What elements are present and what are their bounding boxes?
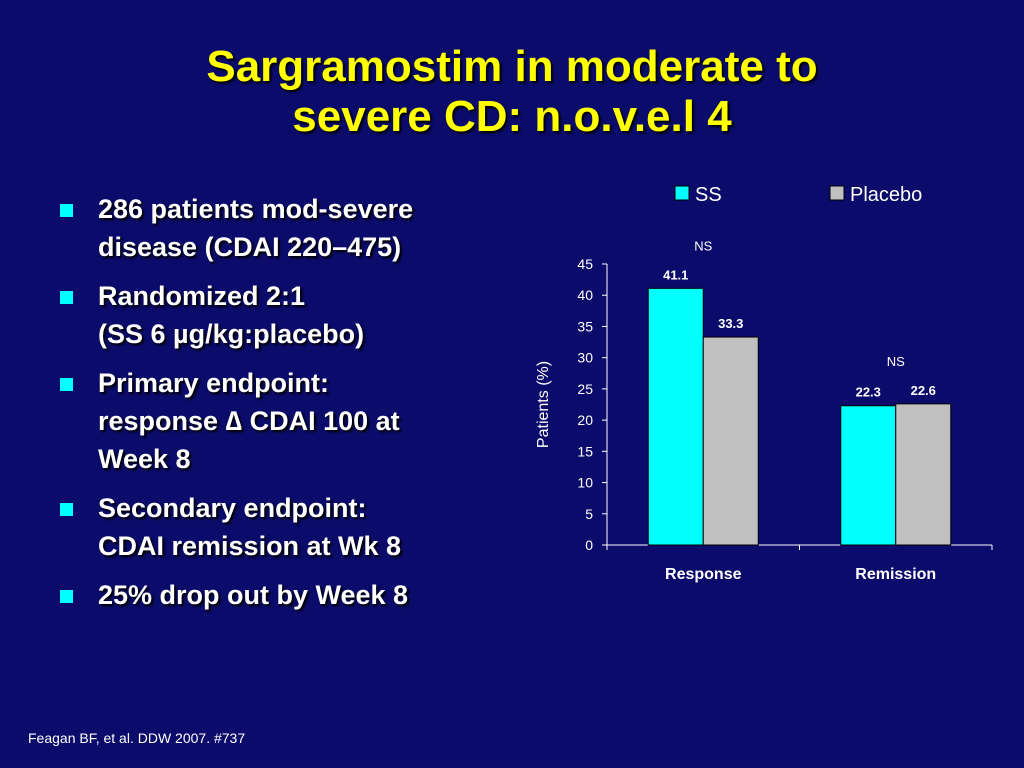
significance-label: NS bbox=[694, 238, 712, 253]
bullet-item: Secondary endpoint: CDAI remission at Wk… bbox=[58, 489, 528, 565]
bullet-item: 286 patients mod-severe disease (CDAI 22… bbox=[58, 190, 528, 266]
bullet-text: Secondary endpoint: CDAI remission at Wk… bbox=[98, 493, 402, 561]
legend-swatch-ss bbox=[674, 185, 690, 201]
bar-chart: SS Placebo Patients (%) 0 5 10 15 20 25 30 35 40 45 4… bbox=[535, 184, 993, 583]
y-tick-label: 35 bbox=[577, 318, 593, 334]
bullet-square-icon bbox=[60, 503, 73, 516]
y-tick-label: 40 bbox=[577, 287, 593, 303]
bullet-list: 286 patients mod-severe disease (CDAI 22… bbox=[58, 190, 528, 625]
y-tick-label: 45 bbox=[577, 256, 593, 272]
y-axis-title: Patients (%) bbox=[535, 361, 552, 448]
bullet-square-icon bbox=[60, 291, 73, 304]
y-tick-label: 0 bbox=[585, 537, 593, 553]
slide-title-line-2: severe CD: n.o.v.e.l 4 bbox=[292, 92, 732, 141]
bullet-item: Primary endpoint: response ∆ CDAI 100 at… bbox=[58, 364, 528, 478]
bar-ss-response bbox=[647, 287, 704, 546]
slide-title: Sargramostim in moderate to severe CD: n… bbox=[0, 42, 1024, 142]
bullet-square-icon bbox=[60, 204, 73, 217]
bullet-text: Primary endpoint: response ∆ CDAI 100 at… bbox=[98, 368, 400, 474]
y-tick-label: 10 bbox=[577, 475, 593, 491]
bullet-text: 286 patients mod-severe disease (CDAI 22… bbox=[98, 194, 414, 262]
legend-swatch-placebo bbox=[829, 185, 845, 201]
bullet-text: Randomized 2:1 (SS 6 µg/kg:placebo) bbox=[98, 281, 365, 349]
y-tick-label: 25 bbox=[577, 381, 593, 397]
bullet-text: 25% drop out by Week 8 bbox=[98, 580, 409, 610]
data-label-ss-response: 41.1 bbox=[663, 267, 688, 282]
bullet-item: Randomized 2:1 (SS 6 µg/kg:placebo) bbox=[58, 277, 528, 353]
bullet-square-icon bbox=[60, 378, 73, 391]
significance-label: NS bbox=[887, 354, 905, 369]
bullet-square-icon bbox=[60, 590, 73, 603]
data-label-placebo-remission: 22.6 bbox=[911, 383, 936, 398]
y-tick-label: 15 bbox=[577, 443, 593, 459]
x-category-label: Remission bbox=[855, 566, 936, 583]
y-tick-label: 30 bbox=[577, 350, 593, 366]
bar-placebo-response bbox=[702, 336, 759, 546]
bar-ss-remission bbox=[840, 405, 897, 546]
slide-title-line-1: Sargramostim in moderate to bbox=[206, 42, 818, 91]
bullet-item: 25% drop out by Week 8 bbox=[58, 576, 528, 614]
data-label-ss-remission: 22.3 bbox=[856, 385, 881, 400]
footnote: Feagan BF, et al. DDW 2007. #737 bbox=[28, 730, 246, 746]
legend-label-ss: SS bbox=[695, 184, 722, 206]
y-tick-label: 20 bbox=[577, 412, 593, 428]
data-label-placebo-response: 33.3 bbox=[718, 316, 743, 331]
y-tick-label: 5 bbox=[585, 506, 593, 522]
x-category-label: Response bbox=[665, 566, 742, 583]
bar-placebo-remission bbox=[895, 403, 952, 546]
legend-label-placebo: Placebo bbox=[850, 184, 922, 206]
